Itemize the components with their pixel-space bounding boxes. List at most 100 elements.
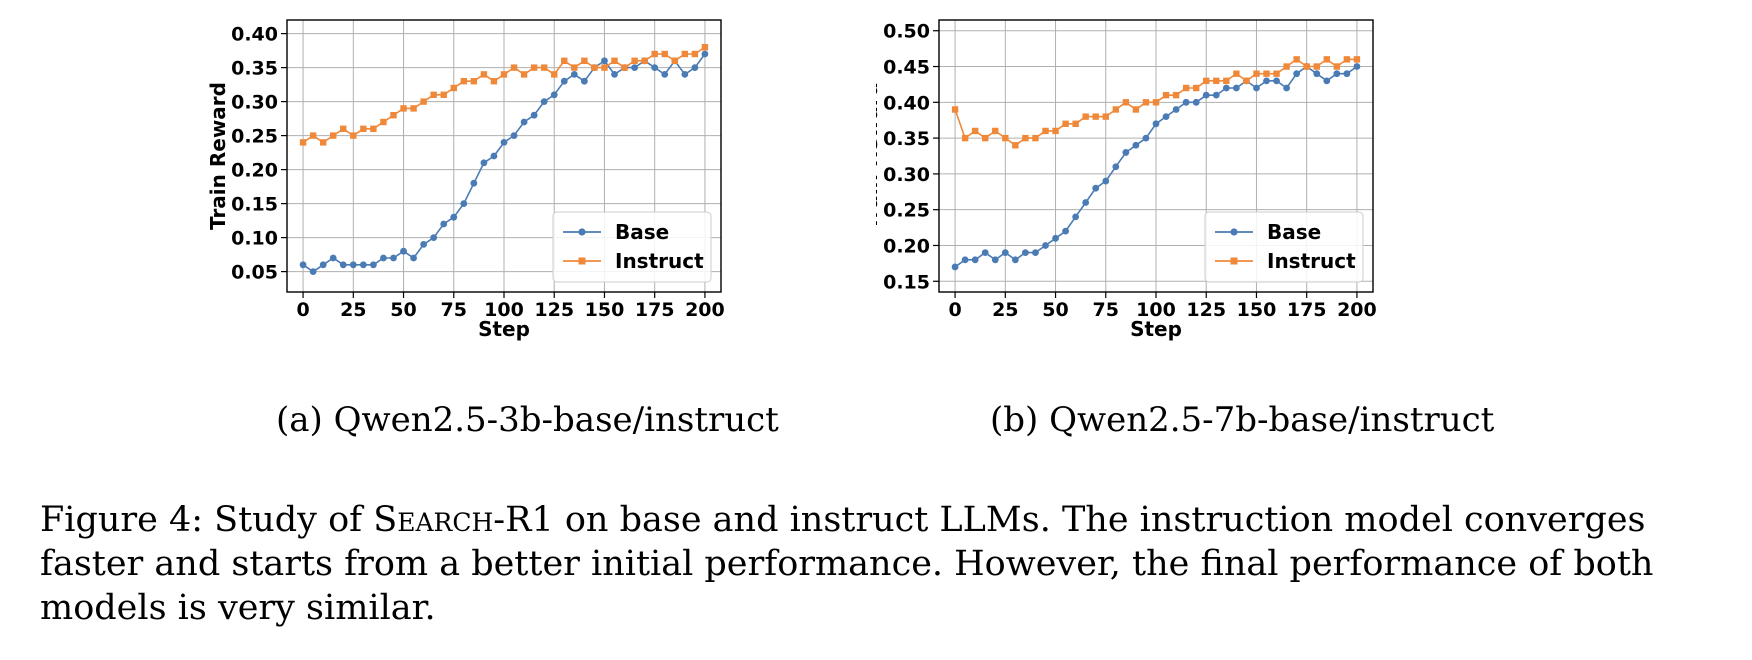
y-tick-label: 0.40: [231, 24, 278, 46]
data-point-instruct: [460, 78, 468, 85]
subcaption-a: (a) Qwen2.5-3b-base/instruct: [276, 400, 779, 440]
x-tick-label: 0: [948, 299, 961, 321]
legend-box: [552, 211, 712, 283]
data-point-base: [319, 261, 327, 269]
data-point-base: [390, 254, 397, 262]
x-tick-label: 150: [585, 299, 625, 321]
data-point-instruct: [1062, 120, 1069, 127]
data-point-base: [450, 213, 458, 221]
data-point-instruct: [671, 57, 678, 64]
x-tick-label: 100: [1136, 299, 1176, 321]
data-point-instruct: [450, 84, 457, 92]
caption-prefix: Figure 4: Study of: [40, 500, 374, 540]
data-point-instruct: [1233, 70, 1240, 77]
data-point-instruct: [1092, 113, 1099, 120]
y-tick-label: 0.15: [883, 271, 930, 293]
data-point-base: [1273, 77, 1280, 85]
data-point-base: [1182, 98, 1190, 106]
data-point-base: [961, 256, 969, 264]
y-tick-label: 0.30: [883, 164, 930, 186]
data-point-instruct: [1323, 56, 1330, 63]
x-tick-label: 75: [441, 299, 467, 321]
data-point-base: [1132, 141, 1140, 149]
y-tick-label: 0.25: [883, 200, 930, 222]
data-point-instruct: [581, 57, 588, 64]
data-point-instruct: [400, 105, 407, 112]
data-point-instruct: [490, 78, 498, 85]
data-point-base: [480, 159, 488, 167]
x-tick-label: 200: [685, 299, 725, 321]
data-point-instruct: [982, 134, 989, 142]
legend-marker-base: [1230, 228, 1238, 236]
data-point-instruct: [1142, 99, 1150, 106]
data-point-instruct: [1293, 56, 1300, 63]
x-tick-label: 25: [992, 299, 1018, 321]
data-point-instruct: [1082, 113, 1089, 120]
data-point-base: [470, 179, 478, 187]
data-point-instruct: [951, 106, 959, 113]
x-tick-label: 175: [635, 299, 675, 321]
data-point-instruct: [410, 105, 417, 112]
legend-marker-instruct: [578, 257, 586, 265]
y-tick-label: 0.05: [231, 262, 278, 284]
data-point-instruct: [470, 78, 478, 85]
data-point-base: [611, 71, 618, 78]
data-point-base: [991, 256, 999, 264]
legend-marker-base: [578, 228, 586, 236]
data-point-base: [339, 261, 347, 269]
data-point-instruct: [631, 57, 638, 64]
data-point-base: [359, 261, 367, 269]
data-point-instruct: [681, 50, 689, 58]
data-point-base: [329, 254, 337, 262]
data-point-base: [530, 111, 538, 119]
data-point-base: [1283, 84, 1291, 92]
data-point-instruct: [370, 125, 377, 132]
caption-rest: on base and instruct LLMs. The instructi…: [40, 500, 1654, 628]
data-point-instruct: [390, 112, 397, 119]
data-point-instruct: [380, 118, 387, 126]
data-point-instruct: [1152, 99, 1160, 106]
data-point-base: [1313, 70, 1321, 78]
data-point-base: [570, 71, 578, 78]
data-point-base: [981, 249, 989, 257]
data-point-base: [1152, 120, 1160, 128]
data-point-base: [1222, 84, 1230, 92]
data-point-base: [299, 261, 307, 269]
data-point-instruct: [961, 134, 969, 142]
legend-marker-instruct: [1230, 257, 1238, 265]
data-point-base: [1042, 242, 1049, 249]
x-tick-label: 150: [1237, 299, 1277, 321]
x-tick-label: 25: [340, 299, 366, 321]
x-tick-label: 100: [484, 299, 524, 321]
x-tick-label: 50: [1042, 299, 1068, 321]
chart-a: 0 25 50 75 100 125 150 175 200 0.05 0.10 0.15 0.20 0.…: [206, 19, 725, 341]
y-tick-label: 0.15: [231, 194, 278, 216]
data-point-base: [560, 77, 568, 85]
data-point-base: [1333, 70, 1341, 78]
data-point-base: [951, 263, 959, 271]
data-point-instruct: [1132, 106, 1140, 113]
data-point-base: [1263, 77, 1270, 85]
legend-label-instruct: Instruct: [1267, 249, 1356, 273]
data-point-instruct: [621, 64, 628, 71]
data-point-base: [661, 71, 669, 78]
data-point-base: [1212, 91, 1220, 99]
y-tick-label: 0.45: [883, 57, 930, 79]
data-point-instruct: [330, 132, 337, 139]
legend-box: [1204, 211, 1364, 283]
data-point-instruct: [1343, 56, 1351, 63]
data-point-instruct: [1072, 120, 1079, 127]
data-point-base: [349, 261, 357, 269]
x-tick-label: 125: [534, 299, 574, 321]
data-point-base: [971, 256, 979, 264]
y-tick-label: 0.10: [231, 228, 278, 250]
data-point-instruct: [992, 127, 999, 135]
data-point-instruct: [1122, 99, 1130, 106]
data-point-instruct: [1273, 70, 1280, 77]
data-point-instruct: [440, 91, 447, 98]
figure-caption: Figure 4: Study of Search-R1 on base and…: [40, 498, 1730, 630]
data-point-instruct: [1192, 84, 1200, 92]
data-point-base: [580, 77, 588, 85]
data-point-instruct: [1172, 91, 1180, 99]
data-point-base: [1343, 70, 1351, 78]
